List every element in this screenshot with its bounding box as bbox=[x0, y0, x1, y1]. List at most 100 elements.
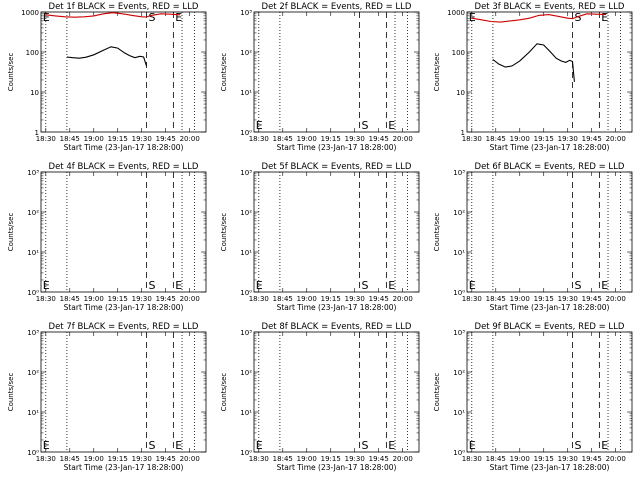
chart-5-marker-e-end: E bbox=[388, 279, 395, 292]
chart-5-xtick-label: 20:00 bbox=[393, 295, 413, 303]
chart-4-xtick-label: 18:30 bbox=[36, 295, 56, 303]
chart-2-xtick-label: 20:00 bbox=[393, 135, 413, 143]
chart-5-marker-e-start: E bbox=[256, 279, 263, 292]
chart-2-frame bbox=[253, 11, 420, 133]
chart-6-xtick-label: 18:45 bbox=[486, 295, 506, 303]
chart-2-xtick-label: 18:45 bbox=[273, 135, 293, 143]
chart-4-marker-e-end: E bbox=[175, 279, 182, 292]
chart-3-ytick-label: 100 bbox=[452, 49, 465, 57]
chart-2-ytick-label: 10³ bbox=[240, 9, 252, 17]
chart-8-xtick-label: 18:30 bbox=[249, 455, 269, 463]
chart-2-ytick-label: 10² bbox=[240, 49, 252, 57]
chart-3-ytick-label: 1000 bbox=[447, 9, 465, 17]
chart-8-ytick-label: 10³ bbox=[240, 329, 252, 337]
chart-5-ytick-label: 10² bbox=[240, 209, 252, 217]
chart-8-xtick-label: 19:30 bbox=[345, 455, 365, 463]
chart-5-xtick-label: 19:45 bbox=[369, 295, 389, 303]
chart-9-title: Det 9f BLACK = Events, RED = LLD bbox=[475, 322, 625, 332]
chart-9-xlabel: Start Time (23-Jan-17 18:28:00) bbox=[490, 463, 610, 472]
chart-9-panel: Det 9f BLACK = Events, RED = LLD 18:30 18:… bbox=[433, 322, 633, 472]
chart-6-xtick-label: 19:15 bbox=[534, 295, 554, 303]
chart-8-xtick-label: 19:15 bbox=[321, 455, 341, 463]
chart-1-ytick-label: 10 bbox=[30, 89, 39, 97]
chart-1-xtick-label: 19:15 bbox=[108, 135, 128, 143]
chart-2-marker-s: S bbox=[361, 119, 368, 132]
chart-7-panel: Det 7f BLACK = Events, RED = LLD 18:30 18:… bbox=[7, 322, 207, 472]
chart-2-xtick-label: 19:30 bbox=[345, 135, 365, 143]
chart-5-xtick-label: 19:00 bbox=[297, 295, 317, 303]
chart-6-marker-e-start: E bbox=[469, 279, 476, 292]
chart-1-marker-s: S bbox=[148, 11, 155, 24]
chart-1-series-1-line bbox=[66, 46, 148, 67]
chart-4-ytick-label: 10² bbox=[27, 209, 39, 217]
chart-1-ytick-label: 1000 bbox=[21, 9, 39, 17]
chart-9-ytick-label: 10² bbox=[453, 369, 465, 377]
chart-5-ylabel: Counts/sec bbox=[220, 213, 228, 252]
chart-8-ytick-label: 10¹ bbox=[240, 409, 252, 417]
chart-4-panel: Det 4f BLACK = Events, RED = LLD 18:30 18:… bbox=[7, 162, 207, 312]
chart-7-title: Det 7f BLACK = Events, RED = LLD bbox=[49, 322, 199, 332]
chart-7-ytick-label: 10¹ bbox=[27, 409, 39, 417]
chart-3-xlabel: Start Time (23-Jan-17 18:28:00) bbox=[490, 143, 610, 152]
chart-5-title: Det 5f BLACK = Events, RED = LLD bbox=[262, 162, 412, 172]
chart-7-ytick-label: 10⁰ bbox=[27, 449, 39, 457]
chart-2-xtick-label: 19:45 bbox=[369, 135, 389, 143]
chart-9-marker-e-start: E bbox=[469, 439, 476, 452]
chart-5-frame bbox=[253, 171, 420, 293]
chart-7-ylabel: Counts/sec bbox=[7, 373, 15, 412]
chart-6-xtick-label: 19:30 bbox=[558, 295, 578, 303]
chart-6-xtick-label: 19:00 bbox=[510, 295, 530, 303]
chart-2-ytick-label: 10⁰ bbox=[240, 129, 252, 137]
chart-1-xtick-label: 18:30 bbox=[36, 135, 56, 143]
chart-6-ylabel: Counts/sec bbox=[433, 213, 441, 252]
chart-8-xtick-label: 19:45 bbox=[369, 455, 389, 463]
chart-9-xtick-label: 20:00 bbox=[606, 455, 626, 463]
chart-5-xtick-label: 18:45 bbox=[273, 295, 293, 303]
chart-1-frame bbox=[40, 11, 207, 133]
chart-4-ylabel: Counts/sec bbox=[7, 213, 15, 252]
chart-6-marker-s: S bbox=[574, 279, 581, 292]
chart-4-marker-e-start: E bbox=[43, 279, 50, 292]
chart-7-marker-s: S bbox=[148, 439, 155, 452]
chart-9-xtick-label: 19:45 bbox=[582, 455, 602, 463]
chart-3-ytick-label: 10 bbox=[456, 89, 465, 97]
chart-8-xtick-label: 20:00 bbox=[393, 455, 413, 463]
chart-6-xtick-label: 18:30 bbox=[462, 295, 482, 303]
chart-7-marker-e-start: E bbox=[43, 439, 50, 452]
chart-1-xtick-label: 19:30 bbox=[132, 135, 152, 143]
chart-3-ytick-label: 1 bbox=[461, 129, 465, 137]
chart-6-ytick-label: 10² bbox=[453, 209, 465, 217]
chart-8-xlabel: Start Time (23-Jan-17 18:28:00) bbox=[277, 463, 397, 472]
chart-7-marker-e-end: E bbox=[175, 439, 182, 452]
chart-9-xtick-label: 18:45 bbox=[486, 455, 506, 463]
chart-7-xtick-label: 18:30 bbox=[36, 455, 56, 463]
chart-7-xtick-label: 19:30 bbox=[132, 455, 152, 463]
chart-7-xtick-label: 19:45 bbox=[156, 455, 176, 463]
chart-8-marker-e-end: E bbox=[388, 439, 395, 452]
chart-8-panel: Det 8f BLACK = Events, RED = LLD 18:30 18:… bbox=[220, 322, 420, 472]
chart-3-xtick-label: 19:15 bbox=[534, 135, 554, 143]
chart-3-panel: Det 3f BLACK = Events, RED = LLD 18:30 18:… bbox=[433, 2, 633, 152]
chart-7-xtick-label: 19:00 bbox=[84, 455, 104, 463]
chart-8-xtick-label: 19:00 bbox=[297, 455, 317, 463]
chart-4-frame bbox=[40, 171, 207, 293]
chart-4-xtick-label: 19:15 bbox=[108, 295, 128, 303]
chart-9-frame bbox=[466, 331, 633, 453]
chart-4-marker-s: S bbox=[148, 279, 155, 292]
chart-1-xtick-label: 18:45 bbox=[60, 135, 80, 143]
chart-3-series-2-line bbox=[471, 13, 607, 23]
chart-8-xtick-label: 18:45 bbox=[273, 455, 293, 463]
chart-9-ylabel: Counts/sec bbox=[433, 373, 441, 412]
chart-4-title: Det 4f BLACK = Events, RED = LLD bbox=[49, 162, 199, 172]
chart-1-marker-e-start: E bbox=[43, 11, 50, 24]
chart-1-panel: Det 1f BLACK = Events, RED = LLD 18:30 18:… bbox=[7, 2, 207, 152]
chart-6-xlabel: Start Time (23-Jan-17 18:28:00) bbox=[490, 303, 610, 312]
chart-5-marker-s: S bbox=[361, 279, 368, 292]
chart-6-ytick-label: 10⁰ bbox=[453, 289, 465, 297]
chart-9-xtick-label: 19:00 bbox=[510, 455, 530, 463]
chart-5-xlabel: Start Time (23-Jan-17 18:28:00) bbox=[277, 303, 397, 312]
chart-5-xtick-label: 19:30 bbox=[345, 295, 365, 303]
chart-2-ytick-label: 10¹ bbox=[240, 89, 252, 97]
chart-7-ytick-label: 10³ bbox=[27, 329, 39, 337]
